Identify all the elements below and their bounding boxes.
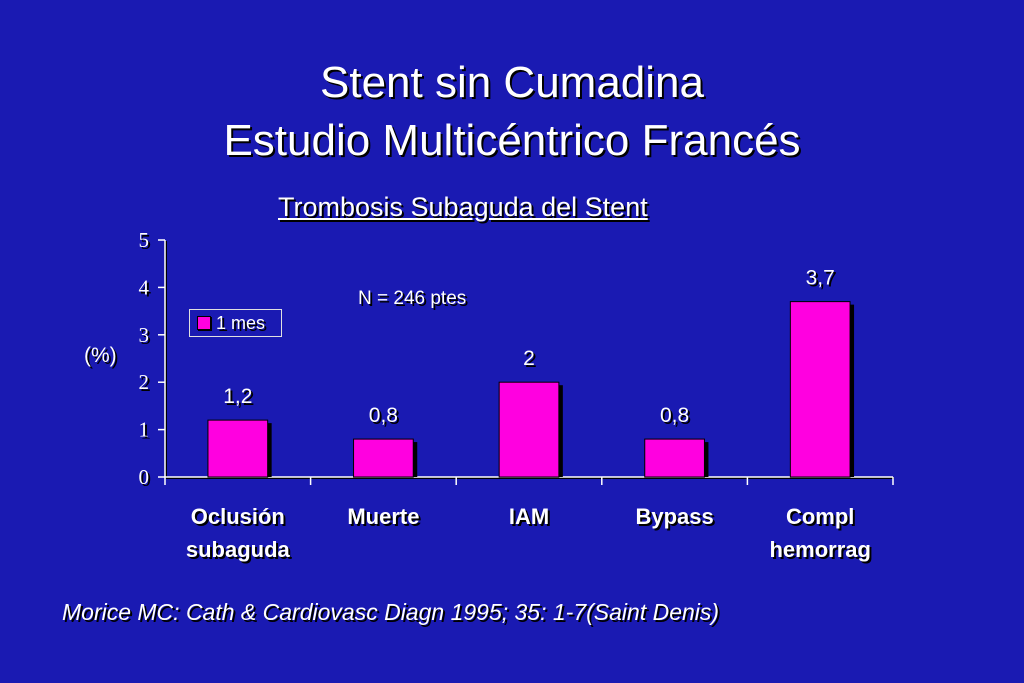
category-label: subaguda xyxy=(186,537,291,562)
category-label-shadow: Compl xyxy=(788,506,856,531)
y-tick-label-shadow: 3 xyxy=(141,325,152,349)
y-tick-label: 3 xyxy=(139,323,150,347)
slide-title-line2: Estudio Multicéntrico Francés xyxy=(223,116,801,165)
slide-title-line1: Stent sin Cumadina xyxy=(320,58,704,107)
category-label-shadow: Muerte xyxy=(349,506,421,531)
category-label-shadow: IAM xyxy=(511,506,551,531)
bar-value-label: 0,8 xyxy=(369,404,398,427)
bar-value-label-shadow: 0,8 xyxy=(371,406,400,429)
category-label: IAM xyxy=(509,504,549,529)
category-label: Bypass xyxy=(635,504,713,529)
y-tick-label-shadow: 4 xyxy=(141,277,152,301)
y-tick-label: 0 xyxy=(139,465,150,489)
bar xyxy=(644,438,705,478)
legend-label: 1 mes xyxy=(216,313,266,333)
bar xyxy=(498,381,560,478)
category-label-shadow: hemorrag xyxy=(771,539,872,564)
bar-value-label-shadow: 2 xyxy=(525,349,537,372)
y-tick-label: 5 xyxy=(139,228,150,252)
y-axis-label: (%) xyxy=(84,344,117,367)
category-label: hemorrag xyxy=(769,537,870,562)
sample-size-annotation: N = 246 ptes xyxy=(358,288,467,309)
category-label: Compl xyxy=(786,504,854,529)
y-tick-label-shadow: 0 xyxy=(141,467,152,491)
bar-value-label: 0,8 xyxy=(660,404,689,427)
category-label-shadow: Bypass xyxy=(637,506,715,531)
category-label: Muerte xyxy=(347,504,419,529)
bar-value-label-shadow: 1,2 xyxy=(225,387,254,410)
bar-value-label: 3,7 xyxy=(806,267,835,290)
citation: Morice MC: Cath & Cardiovasc Diagn 1995;… xyxy=(62,599,720,625)
chart-title: Trombosis Subaguda del Stent xyxy=(278,192,648,222)
bar xyxy=(207,419,269,478)
bar-value-label: 2 xyxy=(523,347,535,370)
bar-value-label: 1,2 xyxy=(223,385,252,408)
y-tick-label: 4 xyxy=(139,275,150,299)
category-label: Oclusión xyxy=(191,504,285,529)
bar-value-label-shadow: 3,7 xyxy=(808,269,837,292)
legend-swatch xyxy=(197,316,211,330)
category-label-shadow: Oclusión xyxy=(193,506,287,531)
y-tick-label-shadow: 5 xyxy=(141,230,152,254)
y-tick-label: 1 xyxy=(139,418,150,442)
y-tick-label-shadow: 2 xyxy=(141,372,152,396)
bar xyxy=(789,301,851,478)
chart-legend: 1 mes xyxy=(189,309,282,337)
y-tick-label: 2 xyxy=(139,370,150,394)
bar-value-label-shadow: 0,8 xyxy=(662,406,691,429)
y-tick-label-shadow: 1 xyxy=(141,420,152,444)
category-label-shadow: subaguda xyxy=(188,539,293,564)
bar xyxy=(353,438,414,478)
